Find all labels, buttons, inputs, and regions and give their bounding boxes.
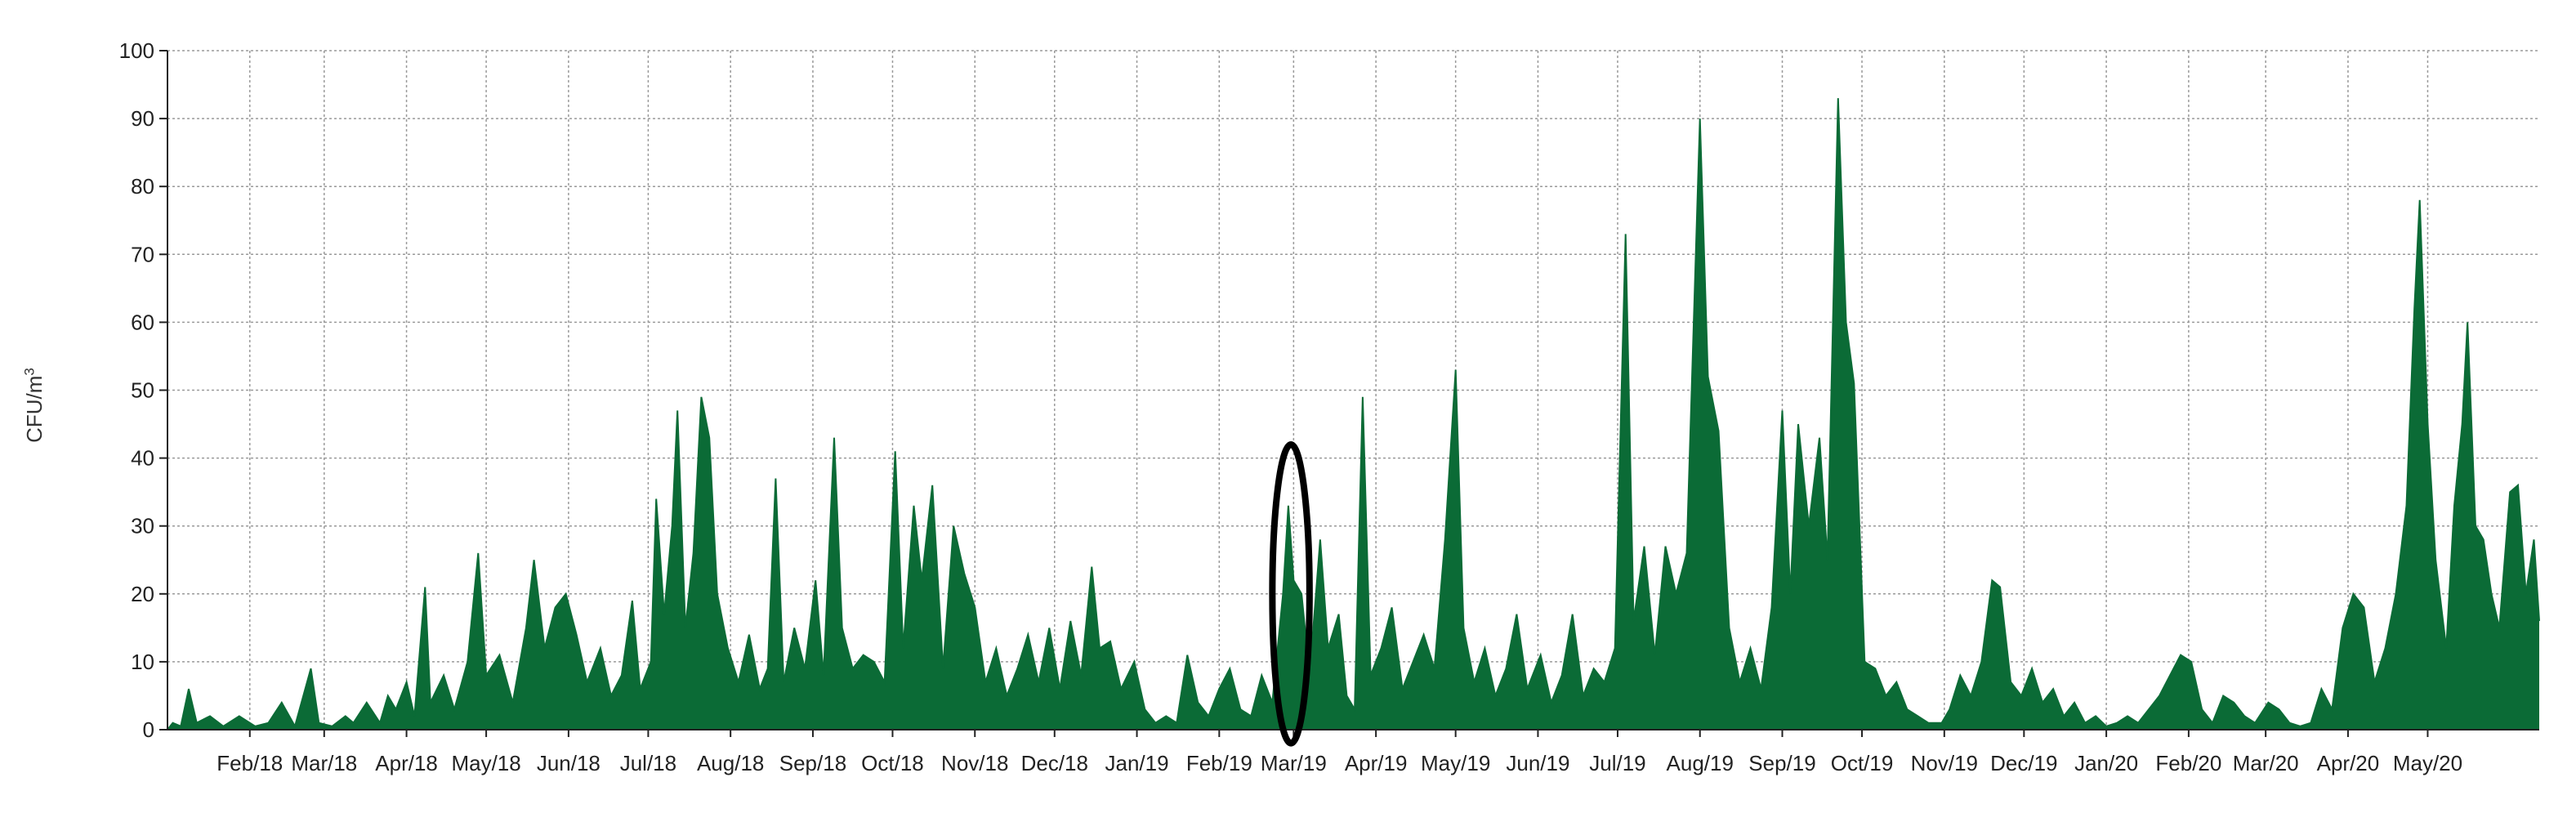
y-tick-label-100: 100 [119,38,154,63]
x-tick-label-8: Oct/18 [861,751,924,775]
x-tick-label-4: Jun/18 [537,751,600,775]
y-tick-label-20: 20 [131,582,154,606]
x-tick-label-9: Nov/18 [941,751,1008,775]
annotations [1269,440,1313,747]
x-tick-label-19: Sep/19 [1748,751,1815,775]
x-tick-label-6: Aug/18 [697,751,764,775]
x-tick-label-7: Sep/18 [779,751,846,775]
x-tick-label-21: Nov/19 [1911,751,1978,775]
x-tick-label-5: Jul/18 [620,751,676,775]
x-tick-label-11: Jan/19 [1105,751,1169,775]
y-tick-label-10: 10 [131,650,154,674]
x-tick-label-16: Jun/19 [1506,751,1569,775]
x-tick-labels: Feb/18 Mar/18 Apr/18 May/18 Jun/18 Jul/18 Aug/… [217,751,2462,775]
x-tick-label-20: Oct/19 [1831,751,1894,775]
annotation-ellipse-0 [1269,440,1313,747]
y-tick-label-90: 90 [131,106,154,131]
x-tick-label-0: Feb/18 [217,751,283,775]
y-tick-label-70: 70 [131,242,154,266]
x-tick-label-23: Jan/20 [2074,751,2138,775]
x-tick-label-22: Dec/19 [1990,751,2057,775]
series-area [167,98,2540,730]
y-tick-label-80: 80 [131,174,154,199]
x-tick-label-15: May/19 [1421,751,1490,775]
y-axis-label: CFU/m3 [18,283,51,528]
y-axis-label-superscript: 3 [21,368,38,376]
x-tick-label-1: Mar/18 [291,751,357,775]
x-tick-label-10: Dec/18 [1021,751,1088,775]
y-axis-label-base: CFU/m [22,375,47,443]
x-tick-label-18: Aug/19 [1667,751,1734,775]
y-tick-label-30: 30 [131,514,154,538]
x-tick-label-26: Apr/20 [2317,751,2380,775]
grid [167,50,2539,730]
y-tick-labels: 0 10 20 30 40 50 60 70 80 90 100 [119,38,154,742]
y-tick-label-60: 60 [131,310,154,334]
series-line-0 [167,98,2540,730]
y-tick-label-40: 40 [131,446,154,471]
x-tick-label-13: Mar/19 [1261,751,1327,775]
x-tick-label-2: Apr/18 [375,751,438,775]
x-tick-label-3: May/18 [451,751,520,775]
axes [159,50,2539,737]
x-tick-label-27: May/20 [2393,751,2462,775]
x-tick-label-12: Feb/19 [1186,751,1252,775]
y-tick-label-0: 0 [143,717,154,742]
x-tick-label-25: Mar/20 [2233,751,2299,775]
series-area-fill-0 [167,98,2539,730]
x-tick-label-17: Jul/19 [1589,751,1645,775]
x-tick-label-14: Apr/19 [1345,751,1408,775]
x-tick-label-24: Feb/20 [2155,751,2221,775]
y-tick-label-50: 50 [131,378,154,403]
